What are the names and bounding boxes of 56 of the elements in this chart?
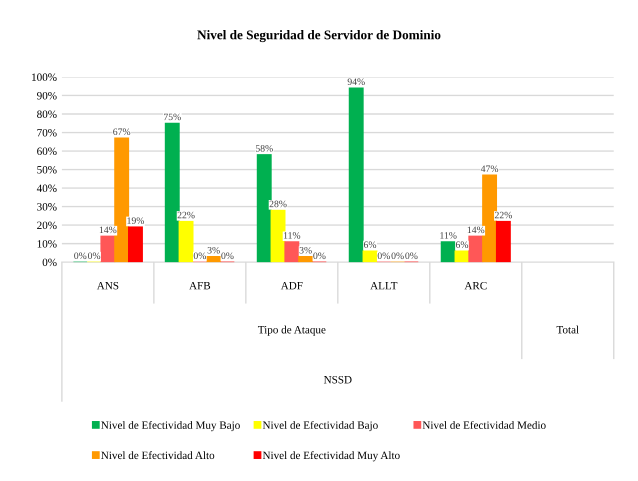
data-label: 67% [113, 128, 130, 136]
data-label: 22% [178, 212, 195, 218]
bar [298, 256, 314, 262]
x-tick-label: ARC [464, 282, 487, 290]
legend-label: Nivel de Efectividad Alto [101, 451, 214, 460]
x-tick-label: ANS [96, 282, 118, 290]
data-label: 0% [88, 252, 100, 260]
y-tick-label: 40% [36, 184, 57, 192]
data-label: 6% [364, 241, 376, 248]
y-tick-label: 100% [32, 73, 57, 81]
y-tick-label: 90% [37, 92, 57, 100]
y-tick-label: 50% [37, 166, 57, 174]
data-label: 11% [284, 232, 300, 239]
y-tick-label: 30% [37, 203, 57, 211]
data-label: 11% [440, 232, 457, 239]
data-label: 3% [208, 246, 220, 254]
data-label: 0% [313, 252, 326, 260]
legend-label: Nivel de Efectividad Medio [422, 420, 546, 429]
y-tick-label: 60% [37, 148, 57, 156]
x-tick-label: ALLT [370, 282, 398, 290]
bar [100, 236, 116, 262]
legend-label: Nivel de Efectividad Muy Alto [262, 451, 400, 462]
data-label: 3% [300, 246, 312, 254]
legend-label: Nivel de Efectividad Bajo [262, 420, 378, 432]
legend-label: Nivel de Efectividad Muy Bajo [101, 420, 240, 432]
text: NSSD [324, 376, 352, 384]
data-label: 0% [378, 252, 390, 260]
bar [348, 88, 364, 262]
x-tick-label: ADF [280, 282, 303, 290]
chart-title: Nivel de Seguridad de Servidor de Dominio [197, 30, 440, 42]
y-tick-label: 20% [37, 222, 57, 230]
bar [206, 256, 222, 262]
data-label: 28% [270, 200, 287, 208]
data-label: 19% [127, 217, 144, 224]
data-label: 75% [164, 114, 181, 120]
data-label: 22% [494, 212, 512, 218]
text: Tipo de Ataque [258, 326, 326, 336]
data-label: 0% [194, 252, 206, 260]
data-label: 0% [221, 252, 234, 260]
data-label: 58% [256, 145, 273, 152]
data-label: 0% [405, 252, 418, 260]
bar [468, 236, 484, 262]
y-tick-label: 10% [38, 240, 57, 248]
bar [284, 241, 300, 262]
y-tick-label: 80% [37, 110, 57, 118]
data-label: 14% [100, 226, 116, 234]
data-label: 94% [348, 78, 365, 86]
data-label: 47% [480, 165, 498, 172]
data-label: 14% [468, 226, 484, 234]
data-label: 0% [392, 252, 404, 260]
x-tick-label: AFB [189, 282, 210, 290]
data-label: 0% [74, 252, 86, 260]
y-tick-label: 0% [42, 258, 57, 266]
text: Total [556, 326, 579, 334]
y-tick-label: 70% [37, 128, 57, 137]
data-label: 6% [456, 241, 468, 248]
